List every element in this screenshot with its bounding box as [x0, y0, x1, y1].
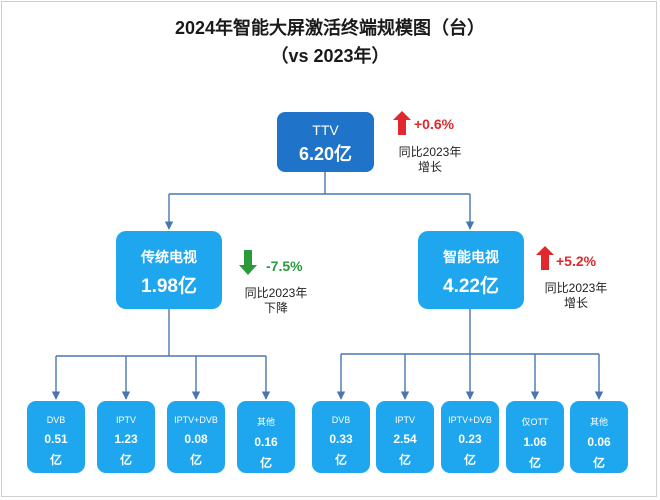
- leaf-label: DVB: [46, 415, 66, 425]
- leaf-node: DVB 0.51 亿: [27, 401, 85, 473]
- leaf-label: 其他: [589, 417, 608, 427]
- change-note: 同比2023年 增长: [544, 281, 608, 310]
- node-ttv: TTV 6.20亿: [277, 112, 374, 172]
- change-percent: +5.2%: [556, 253, 597, 269]
- node-value: 1.98亿: [141, 276, 197, 297]
- leaf-node: IPTV+DVB 0.08 亿: [167, 401, 225, 473]
- leaf-label: IPTV: [394, 415, 415, 425]
- leaf-node: IPTV 2.54 亿: [376, 401, 434, 473]
- leaf-unit: 亿: [189, 453, 202, 467]
- leaf-unit: 亿: [528, 456, 541, 470]
- leaf-unit: 亿: [119, 453, 132, 467]
- leaf-unit: 亿: [259, 456, 272, 470]
- node-label: 传统电视: [141, 249, 197, 265]
- node-label: 智能电视: [443, 249, 499, 265]
- diagram-subtitle: （vs 2023年）: [270, 46, 390, 66]
- leaf-label: IPTV: [115, 415, 136, 425]
- node-traditional-tv: 传统电视 1.98亿: [116, 231, 222, 309]
- node-smart-tv: 智能电视 4.22亿: [418, 231, 524, 309]
- leaf-node: 其他 0.16 亿: [237, 401, 295, 473]
- leaf-value: 0.06: [587, 435, 611, 449]
- leaf-value: 2.54: [393, 432, 417, 446]
- leaf-label: 仅OTT: [521, 417, 549, 427]
- leaf-label: DVB: [331, 415, 351, 425]
- leaf-unit: 亿: [334, 453, 347, 467]
- leaf-unit: 亿: [49, 453, 62, 467]
- change-percent: +0.6%: [414, 116, 455, 132]
- leaf-value: 0.08: [184, 432, 208, 446]
- leaf-value: 0.33: [329, 432, 353, 446]
- arrow-down-icon: [239, 250, 257, 275]
- leaf-unit: 亿: [592, 456, 605, 470]
- arrow-up-icon: [536, 246, 554, 270]
- node-value: 6.20亿: [298, 144, 353, 164]
- leaf-node: IPTV+DVB 0.23 亿: [441, 401, 499, 473]
- leaf-value: 0.23: [458, 432, 482, 446]
- leaf-node: 其他 0.06 亿: [570, 401, 628, 473]
- change-percent: -7.5%: [266, 258, 303, 274]
- leaf-unit: 亿: [398, 453, 411, 467]
- change-note: 同比2023年 下降: [244, 286, 308, 315]
- leaf-label: IPTV+DVB: [174, 415, 218, 425]
- leaf-unit: 亿: [463, 453, 476, 467]
- leaf-value: 1.06: [523, 435, 547, 449]
- diagram-title: 2024年智能大屏激活终端规模图（台）: [174, 18, 486, 38]
- node-label: TTV: [312, 122, 339, 138]
- arrow-up-icon: [393, 111, 411, 135]
- leaf-value: 1.23: [114, 432, 138, 446]
- change-note: 同比2023年 增长: [398, 145, 462, 174]
- leaf-node: DVB 0.33 亿: [312, 401, 370, 473]
- leaf-label: 其他: [256, 417, 275, 427]
- leaf-value: 0.51: [44, 432, 68, 446]
- leaf-label: IPTV+DVB: [448, 415, 492, 425]
- leaf-node: IPTV 1.23 亿: [97, 401, 155, 473]
- leaf-value: 0.16: [254, 435, 278, 449]
- leaf-node: 仅OTT 1.06 亿: [506, 401, 564, 473]
- node-value: 4.22亿: [443, 276, 499, 297]
